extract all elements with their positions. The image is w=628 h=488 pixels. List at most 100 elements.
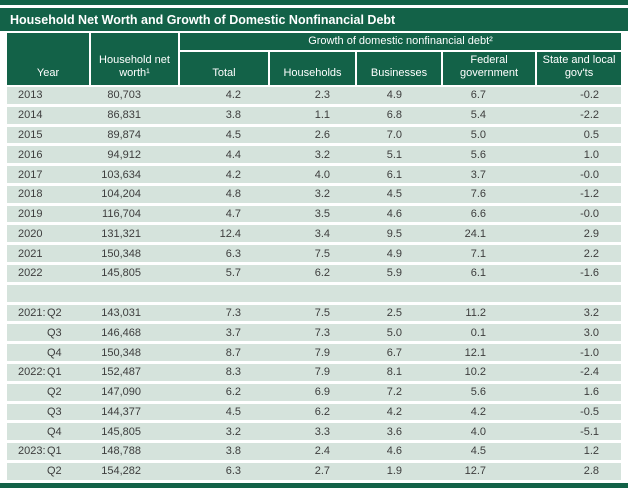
net-worth-cell: 80,703	[90, 86, 179, 107]
net-worth-cell: 148,788	[90, 441, 179, 463]
growth-households-cell: 3.2	[269, 144, 356, 167]
growth-households-cell: 3.3	[269, 421, 356, 444]
growth-businesses-cell: 5.9	[356, 263, 442, 285]
table-row: Q3 146,468 3.7 7.3 5.0 0.1 3.0	[7, 322, 622, 345]
growth-state-local-cell: -0.0	[536, 204, 622, 226]
net-worth-cell: 116,704	[90, 204, 179, 226]
growth-households-cell: 3.4	[269, 223, 356, 246]
year-label: 2019	[18, 208, 43, 221]
divider	[0, 5, 628, 8]
table-row: 2017 103,634 4.2 4.0 6.1 3.7 -0.0	[7, 164, 622, 186]
net-worth-cell: 86,831	[90, 105, 179, 127]
growth-businesses-cell: 4.2	[356, 402, 442, 424]
growth-businesses-cell: 2.5	[356, 303, 442, 325]
bottom-border	[0, 483, 628, 488]
table-row: Q2 147,090 6.2 6.9 7.2 5.6 1.6	[7, 382, 622, 404]
growth-businesses-cell: 4.6	[356, 441, 442, 463]
net-worth-cell: 150,348	[90, 243, 179, 266]
growth-businesses-cell: 7.0	[356, 125, 442, 147]
growth-federal-cell: 7.6	[442, 184, 536, 206]
growth-federal-cell: 12.7	[442, 461, 536, 483]
net-worth-cell: 150,348	[90, 342, 179, 364]
table-row: 2023:Q1 148,788 3.8 2.4 4.6 4.5 1.2	[7, 441, 622, 463]
growth-total-cell: 12.4	[179, 223, 269, 246]
growth-total-cell: 4.2	[179, 164, 269, 186]
quarter-label: Q1	[47, 445, 62, 458]
year-label: 2022	[18, 267, 43, 280]
group-header-growth: Growth of domestic nonfinancial debt²	[177, 33, 622, 52]
net-worth-cell	[90, 283, 179, 305]
year-quarter-cell: 2022	[7, 263, 90, 285]
quarter-label: Q2	[47, 386, 62, 399]
growth-state-local-cell: -1.2	[536, 184, 622, 206]
year-label: 2015	[18, 128, 43, 141]
year-quarter-cell: Q3	[7, 322, 90, 345]
growth-households-cell: 2.4	[269, 441, 356, 463]
net-worth-cell: 143,031	[90, 303, 179, 325]
table-row: 2014 86,831 3.8 1.1 6.8 5.4 -2.2	[7, 105, 622, 127]
table-row: Q2 154,282 6.3 2.7 1.9 12.7 2.8	[7, 461, 622, 483]
year-quarter-cell	[7, 283, 90, 305]
table-container: Year Household net worth¹ Growth of dome…	[7, 33, 622, 483]
year-quarter-cell: 2022:Q1	[7, 362, 90, 384]
growth-households-cell: 7.9	[269, 342, 356, 364]
growth-total-cell	[179, 283, 269, 305]
growth-state-local-cell: 1.6	[536, 382, 622, 404]
year-quarter-cell: Q2	[7, 382, 90, 404]
table-row: 2013 80,703 4.2 2.3 4.9 6.7 -0.2	[7, 86, 622, 107]
net-worth-table: Year Household net worth¹ Growth of dome…	[7, 33, 622, 483]
growth-total-cell: 4.2	[179, 86, 269, 107]
year-quarter-cell: 2021	[7, 243, 90, 266]
growth-state-local-cell: 3.0	[536, 322, 622, 345]
growth-total-cell: 5.7	[179, 263, 269, 285]
growth-total-cell: 8.3	[179, 362, 269, 384]
growth-households-cell: 6.2	[269, 402, 356, 424]
growth-households-cell: 1.1	[269, 105, 356, 127]
growth-businesses-cell	[356, 283, 442, 305]
quarter-label: Q4	[47, 346, 62, 359]
year-quarter-cell: 2019	[7, 204, 90, 226]
growth-state-local-cell: -0.5	[536, 402, 622, 424]
growth-state-local-cell: 1.2	[536, 441, 622, 463]
growth-households-cell: 6.9	[269, 382, 356, 404]
year-label: 2021:	[18, 306, 46, 319]
growth-federal-cell: 10.2	[442, 362, 536, 384]
growth-businesses-cell: 6.8	[356, 105, 442, 127]
growth-state-local-cell: 2.9	[536, 223, 622, 246]
year-label: 2022:	[18, 366, 46, 379]
growth-total-cell: 3.8	[179, 105, 269, 127]
growth-federal-cell: 6.7	[442, 86, 536, 107]
net-worth-cell: 146,468	[90, 322, 179, 345]
quarter-label: Q4	[47, 425, 62, 438]
quarter-label: Q1	[47, 366, 62, 379]
growth-households-cell: 2.3	[269, 86, 356, 107]
year-quarter-cell: Q3	[7, 402, 90, 424]
table-row: 2020 131,321 12.4 3.4 9.5 24.1 2.9	[7, 223, 622, 246]
growth-federal-cell: 4.2	[442, 402, 536, 424]
growth-households-cell: 7.5	[269, 243, 356, 266]
growth-households-cell: 7.9	[269, 362, 356, 384]
table-row: 2022:Q1 152,487 8.3 7.9 8.1 10.2 -2.4	[7, 362, 622, 384]
quarter-label: Q3	[47, 405, 62, 418]
growth-state-local-cell: 2.2	[536, 243, 622, 266]
col-header-households: Households	[268, 50, 357, 87]
net-worth-cell: 94,912	[90, 144, 179, 167]
col-header-year: Year	[7, 33, 91, 87]
net-worth-cell: 104,204	[90, 184, 179, 206]
year-label: 2016	[18, 148, 43, 161]
growth-businesses-cell: 9.5	[356, 223, 442, 246]
col-header-total: Total	[179, 50, 270, 87]
growth-households-cell: 7.5	[269, 303, 356, 325]
net-worth-cell: 131,321	[90, 223, 179, 246]
growth-businesses-cell: 8.1	[356, 362, 442, 384]
growth-federal-cell: 5.6	[442, 144, 536, 167]
year-label: 2018	[18, 188, 43, 201]
figure-title: Household Net Worth and Growth of Domest…	[10, 12, 396, 27]
growth-federal-cell: 5.6	[442, 382, 536, 404]
growth-households-cell	[269, 283, 356, 305]
growth-businesses-cell: 5.1	[356, 144, 442, 167]
growth-businesses-cell: 4.5	[356, 184, 442, 206]
growth-state-local-cell: -0.2	[536, 86, 622, 107]
growth-total-cell: 3.2	[179, 421, 269, 444]
